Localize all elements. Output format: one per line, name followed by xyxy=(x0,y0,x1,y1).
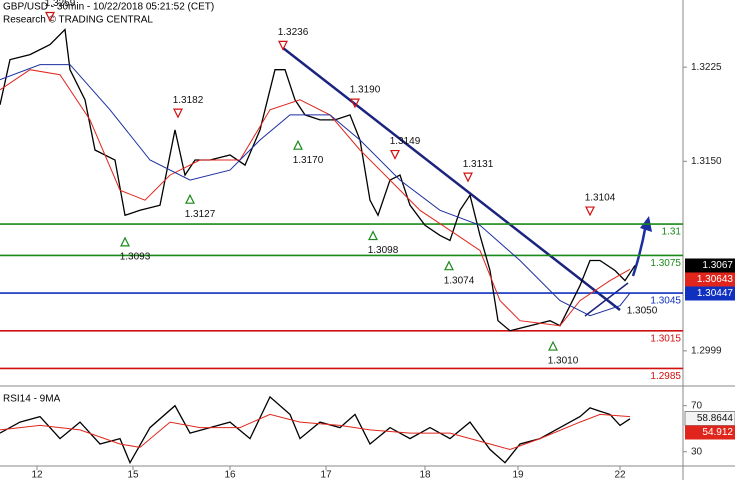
high-label: 1.3131 xyxy=(463,159,494,170)
high-marker xyxy=(390,149,400,160)
level-label: 1.3075 xyxy=(650,258,681,269)
price-tag xyxy=(685,258,735,273)
high-marker xyxy=(173,108,183,119)
high-label: 1.3190 xyxy=(350,85,381,96)
x-tick-label: 17 xyxy=(320,470,332,480)
price-tag-label: 1.3067 xyxy=(702,260,733,271)
low-label: 1.3074 xyxy=(444,275,475,286)
high-label: 1.3104 xyxy=(585,193,616,204)
y-tick-label: 30 xyxy=(691,446,703,457)
chart-subtitle: Research © TRADING CENTRAL xyxy=(3,15,153,26)
price-tag-label: 1.30447 xyxy=(697,288,734,299)
high-label: 1.3236 xyxy=(278,27,309,38)
level-label: 1.31 xyxy=(662,227,682,238)
price-tag xyxy=(685,425,735,440)
low-label: 1.3050 xyxy=(627,305,658,316)
x-tick-label: 16 xyxy=(224,470,236,480)
price-tag-label: 54.912 xyxy=(702,427,733,438)
price-tag-label: 1.30643 xyxy=(697,274,734,285)
high-marker xyxy=(278,40,288,51)
x-tick-label: 18 xyxy=(419,470,431,480)
high-marker xyxy=(585,206,595,217)
y-tick-label: 70 xyxy=(691,400,703,411)
high-marker xyxy=(350,98,360,109)
price-tag-label: 58.8644 xyxy=(697,413,734,424)
low-label: 1.3093 xyxy=(120,251,151,262)
y-tick-label: 1.3150 xyxy=(691,156,722,167)
series-line xyxy=(0,64,631,317)
y-tick-label: 1.2999 xyxy=(691,345,722,356)
high-marker xyxy=(463,172,473,183)
chart-title: GBP/USD - 30min - 10/22/2018 05:21:52 (C… xyxy=(3,2,214,13)
high-marker xyxy=(45,11,55,22)
x-tick-label: 22 xyxy=(614,470,626,480)
rsi-title: RSI14 - 9MA xyxy=(3,394,61,405)
level-label: 1.2985 xyxy=(650,371,681,382)
series-line xyxy=(0,413,631,451)
series-line xyxy=(0,28,636,332)
low-marker xyxy=(548,340,558,351)
low-marker xyxy=(120,236,130,247)
low-marker xyxy=(185,193,195,204)
high-label: 1.3149 xyxy=(390,136,421,147)
price-tag xyxy=(685,272,735,287)
low-label: 1.3170 xyxy=(293,155,324,166)
high-label: 1.3182 xyxy=(173,95,204,106)
x-tick-label: 12 xyxy=(31,470,43,480)
trend-line xyxy=(282,47,621,311)
low-marker xyxy=(368,230,378,241)
high-label: 1.3259 xyxy=(45,0,76,9)
x-tick-label: 19 xyxy=(512,470,524,480)
price-tag xyxy=(685,286,735,301)
level-label: 1.3015 xyxy=(650,333,681,344)
trend-line xyxy=(584,282,629,317)
low-label: 1.3098 xyxy=(368,245,399,256)
x-tick-label: 15 xyxy=(127,470,139,480)
low-label: 1.3010 xyxy=(548,356,579,367)
y-tick-label: 1.3225 xyxy=(691,62,722,73)
low-marker xyxy=(293,139,303,150)
low-label: 1.3127 xyxy=(185,209,216,220)
series-line xyxy=(0,395,631,465)
level-label: 1.3045 xyxy=(650,296,681,307)
low-marker xyxy=(444,260,454,271)
